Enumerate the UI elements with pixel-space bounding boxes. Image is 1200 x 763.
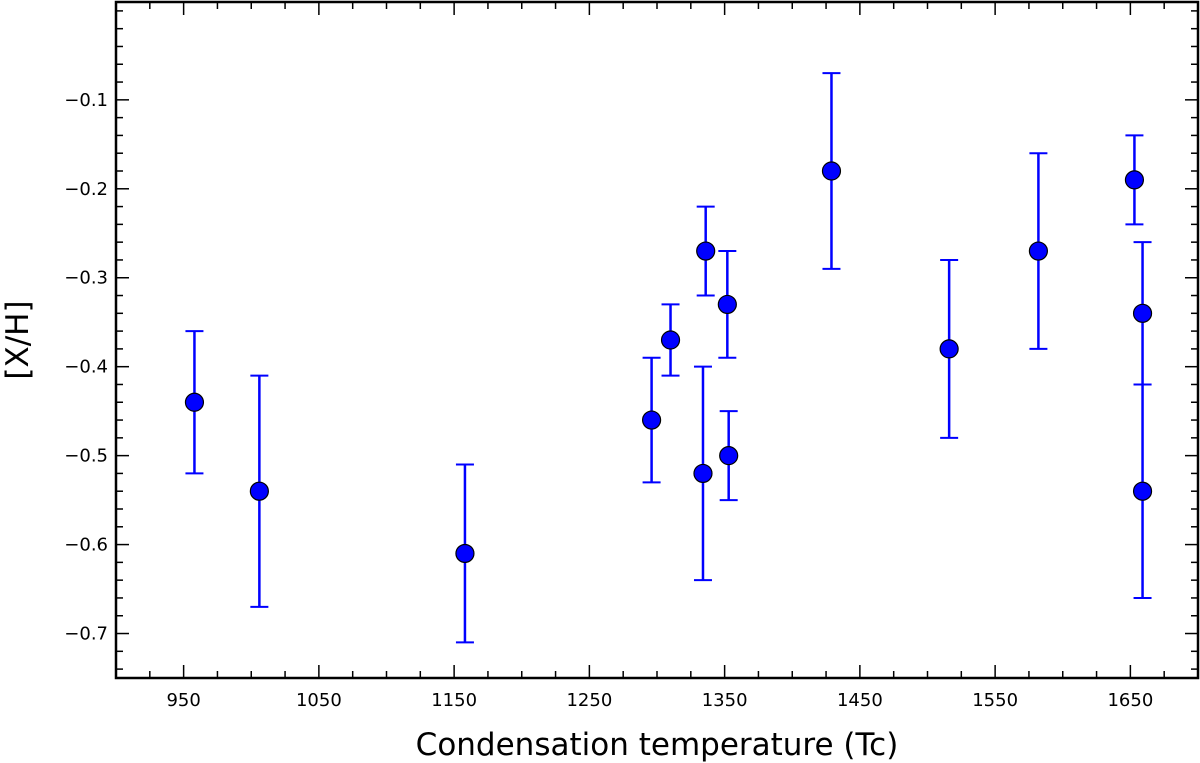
data-point bbox=[696, 241, 716, 261]
y-tick-label: −0.5 bbox=[64, 446, 108, 467]
data-point bbox=[717, 294, 737, 315]
x-tick-label: 1350 bbox=[702, 690, 748, 711]
x-tick-label: 950 bbox=[166, 690, 200, 711]
x-tick-label: 1050 bbox=[296, 690, 342, 711]
data-point bbox=[1132, 303, 1153, 323]
data-point bbox=[1028, 241, 1049, 261]
x-tick-label: 1550 bbox=[972, 690, 1018, 711]
data-point bbox=[1124, 170, 1145, 190]
data-point bbox=[821, 161, 842, 181]
x-axis-label: Condensation temperature (Tc) bbox=[416, 727, 899, 763]
data-marks bbox=[184, 72, 1153, 644]
data-point bbox=[455, 543, 475, 564]
data-point bbox=[184, 392, 205, 412]
data-point bbox=[693, 463, 713, 484]
y-tick-label: −0.3 bbox=[64, 268, 108, 289]
x-tick-label: 1450 bbox=[837, 690, 883, 711]
x-tick-label: 1250 bbox=[566, 690, 612, 711]
axis-tick-labels: 950 1050 1150 1250 1350 1450 1550 1650 −0.7 −0.6 −… bbox=[64, 90, 1153, 711]
data-point bbox=[641, 410, 662, 430]
y-tick-label: −0.4 bbox=[64, 357, 108, 378]
y-tick-label: −0.2 bbox=[64, 179, 108, 200]
y-axis-label: [X/H] bbox=[0, 300, 36, 379]
x-tick-label: 1650 bbox=[1107, 690, 1153, 711]
data-point bbox=[249, 481, 269, 501]
data-point bbox=[719, 446, 739, 466]
plot-area bbox=[116, 2, 1198, 678]
y-tick-label: −0.6 bbox=[64, 535, 108, 556]
y-tick-label: −0.1 bbox=[64, 90, 108, 111]
x-tick-label: 1150 bbox=[431, 690, 477, 711]
y-tick-label: −0.7 bbox=[64, 624, 108, 645]
data-point bbox=[660, 330, 681, 350]
data-point bbox=[939, 339, 959, 359]
plot-frame bbox=[114, 0, 1200, 680]
data-point bbox=[1132, 481, 1153, 501]
